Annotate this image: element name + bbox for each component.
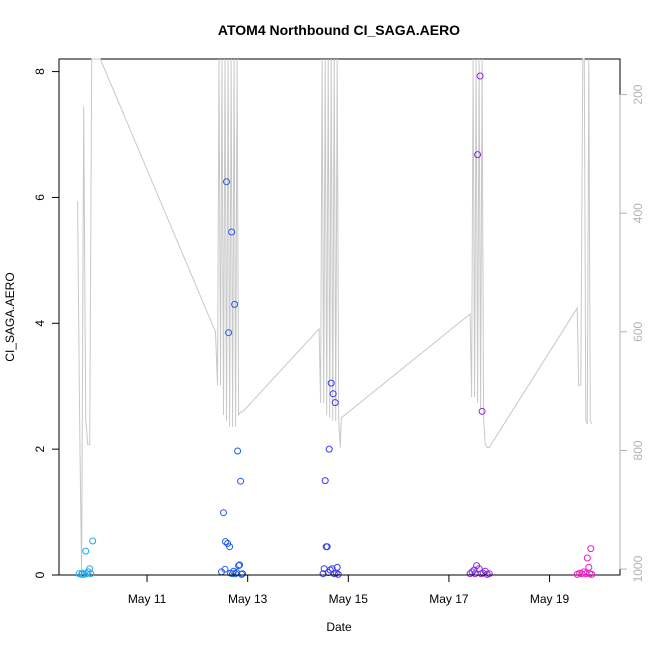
x-tick-label: May 17: [429, 592, 469, 606]
data-point: [220, 509, 227, 517]
data-point: [334, 570, 342, 578]
data-point: [231, 300, 239, 308]
altitude-series-line: [77, 58, 593, 576]
data-point: [234, 447, 242, 455]
point-layer: [75, 72, 596, 578]
data-point: [474, 151, 482, 159]
altitude-line-layer: [77, 58, 593, 576]
data-point: [89, 537, 97, 545]
data-point: [466, 570, 474, 578]
data-point: [323, 543, 331, 551]
data-point: [226, 543, 234, 551]
data-point: [236, 561, 244, 569]
data-point: [78, 570, 86, 578]
data-point: [333, 563, 341, 571]
data-point: [321, 477, 329, 485]
x-tick-label: May 19: [530, 592, 570, 606]
data-point: [588, 570, 596, 578]
data-point: [476, 72, 484, 80]
data-point: [223, 178, 230, 186]
right-tick-label: 600: [631, 321, 645, 341]
axis-layer: May 11 May 13 May 15 May 17 May 19 0 2 4 6 8 200 40…: [33, 68, 645, 606]
data-point: [485, 570, 493, 578]
data-point: [225, 329, 233, 337]
data-point: [221, 565, 229, 573]
x-tick-label: May 15: [329, 592, 369, 606]
data-point: [87, 570, 95, 578]
data-point: [326, 566, 334, 574]
x-tick-label: May 11: [128, 592, 167, 606]
data-point: [583, 554, 591, 562]
data-point: [478, 407, 486, 415]
right-tick-label: 200: [631, 84, 645, 104]
data-point: [331, 399, 339, 407]
right-tick-label: 400: [631, 203, 645, 223]
data-point: [325, 445, 333, 453]
data-point: [587, 545, 595, 553]
right-tick-label: 800: [631, 440, 645, 460]
chart-title: ATOM4 Northbound CI_SAGA.AERO: [218, 22, 460, 38]
data-point: [82, 547, 90, 555]
x-tick-label: May 13: [228, 592, 268, 606]
data-point: [319, 570, 327, 578]
y-tick-label: 2: [33, 445, 47, 452]
data-point: [329, 390, 337, 398]
data-point: [585, 563, 593, 571]
data-point: [235, 562, 243, 570]
plot-frame: [58, 58, 621, 576]
data-point: [228, 228, 236, 236]
y-tick-label: 8: [33, 68, 47, 75]
y-tick-label: 4: [33, 320, 47, 327]
right-tick-label: 1000: [631, 555, 645, 582]
data-point: [237, 477, 245, 485]
data-point: [239, 570, 247, 578]
data-point: [222, 538, 229, 546]
data-point: [83, 570, 91, 578]
x-axis-label: Date: [326, 620, 352, 634]
data-point: [578, 570, 586, 578]
data-point: [86, 565, 94, 573]
data-point: [327, 379, 335, 387]
y-axis-label: CI_SAGA.AERO: [3, 272, 17, 361]
y-tick-label: 0: [33, 571, 47, 578]
y-tick-label: 6: [33, 194, 47, 201]
data-point: [238, 570, 246, 578]
